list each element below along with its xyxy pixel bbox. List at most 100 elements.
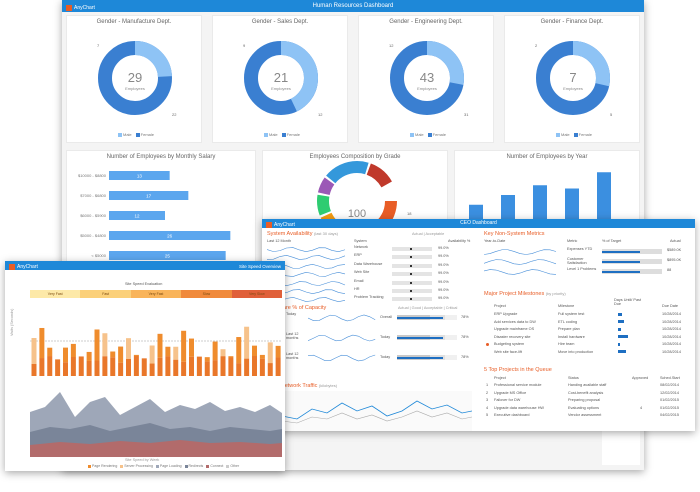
ms-project: Disaster recovery site bbox=[494, 334, 531, 339]
q-status: Handing available staff bbox=[568, 383, 607, 387]
milestones-title: Major Project Milestones bbox=[484, 291, 545, 297]
female-swatch bbox=[281, 132, 286, 137]
donut-title: Gender - Engineering Dept. bbox=[389, 19, 463, 25]
site-bar-upper bbox=[126, 338, 131, 360]
donut-legend: Male Female bbox=[359, 132, 493, 137]
salary-category-label: $6000 - $5900 bbox=[80, 213, 107, 218]
site-bar-lower bbox=[259, 358, 265, 376]
male-value-label: 7 bbox=[97, 43, 100, 48]
site-bar-lower bbox=[94, 360, 100, 376]
q-rank: 5 bbox=[486, 413, 489, 417]
kns-target-bar bbox=[602, 249, 662, 254]
salary-chart-card: Number of Employees by Monthly Salary $1… bbox=[66, 150, 256, 275]
availability-bar bbox=[392, 297, 432, 302]
site-bar-lower bbox=[181, 361, 187, 376]
donut-sub: Employees bbox=[271, 86, 291, 91]
ms-days-bar bbox=[618, 312, 622, 316]
availability-value: 99.0% bbox=[438, 296, 449, 301]
q-start: 04/02/2015 bbox=[660, 413, 680, 417]
donut-title: Gender - Sales Dept. bbox=[251, 19, 309, 25]
queue-title: 5 Top Projects in the Queue bbox=[484, 367, 552, 373]
q-col-project: Project bbox=[494, 376, 506, 380]
kns-title: Key Non-System Metrics bbox=[484, 231, 545, 237]
hw-sparkline bbox=[308, 354, 376, 362]
grade-arc bbox=[317, 161, 397, 221]
kns-col-target: % of Target bbox=[602, 239, 622, 243]
hw-value: 78% bbox=[461, 315, 469, 319]
system-name: Data Warehouse bbox=[354, 261, 383, 266]
availability-bar-fill bbox=[410, 264, 412, 267]
ms-days-bar bbox=[618, 335, 628, 338]
donut-card: Gender - Finance Dept. 7 Employees 2 5 Male Fe… bbox=[504, 15, 640, 143]
male-value-label: 9 bbox=[243, 43, 246, 48]
site-bar-upper bbox=[102, 333, 108, 357]
hw-capacity-bar bbox=[397, 355, 457, 360]
speed-band: Very Fast bbox=[130, 290, 182, 298]
q-project: Executive dashboard bbox=[494, 413, 530, 417]
salary-bar bbox=[109, 231, 231, 240]
availability-bar-fill bbox=[410, 256, 412, 259]
female-value-label: 12 bbox=[318, 112, 323, 117]
ms-milestone: Install hardware bbox=[558, 334, 585, 339]
site-legend-swatch bbox=[184, 464, 188, 468]
salary-value-label: 25 bbox=[165, 254, 171, 259]
traffic-header: Daily Network Traffic (kilobytes) bbox=[267, 383, 337, 389]
system-name: HR bbox=[354, 287, 360, 291]
hw-capacity-bar bbox=[397, 335, 457, 340]
priority-dot bbox=[486, 342, 489, 346]
traffic-line-chart bbox=[267, 391, 472, 431]
legend-male: Male bbox=[122, 132, 132, 137]
speed-band: Slow bbox=[181, 290, 232, 298]
donut-card: Gender - Engineering Dept. 43 Employees 12 3… bbox=[358, 15, 494, 143]
salary-bar bbox=[109, 191, 189, 200]
donut-sub: Employees bbox=[417, 86, 437, 91]
availability-bar-fill bbox=[410, 281, 412, 284]
site-bar-upper bbox=[86, 351, 92, 361]
ms-milestone: Full system test bbox=[558, 312, 585, 316]
male-value-label: 2 bbox=[535, 43, 538, 48]
kns-target-fill bbox=[602, 260, 640, 263]
availability-title: System Availability bbox=[267, 231, 313, 237]
site-bar-upper bbox=[252, 345, 257, 357]
female-swatch bbox=[573, 132, 578, 137]
q-status: Evaluating options bbox=[568, 405, 600, 410]
site-bar-lower bbox=[141, 358, 147, 376]
site-legend-label: Server Processing bbox=[124, 464, 153, 468]
site-bar-lower bbox=[31, 364, 37, 376]
site-legend-label: Page Loading bbox=[159, 464, 182, 468]
site-bar-lower bbox=[70, 356, 76, 376]
ms-col-due: Due Date bbox=[662, 304, 679, 308]
kns-sparkline bbox=[484, 259, 557, 265]
y-label-visits: Visits (Seconds) bbox=[10, 308, 14, 336]
site-legend-swatch bbox=[226, 464, 230, 468]
male-slice bbox=[390, 41, 464, 115]
salary-category-label: < $5000 bbox=[91, 253, 106, 258]
availability-header: System Availability (last 30 days) bbox=[267, 231, 338, 237]
system-col-header: System bbox=[354, 239, 367, 243]
site-bar-lower bbox=[55, 359, 61, 376]
site-bar-upper bbox=[39, 327, 45, 359]
availability-subtitle: (last 30 days) bbox=[313, 231, 338, 236]
system-name: Email bbox=[354, 278, 364, 283]
site-bar-upper bbox=[204, 357, 210, 362]
site-titlebar: AnyChart Site Speed Overview bbox=[5, 261, 285, 270]
site-bar-upper bbox=[63, 347, 68, 363]
site-bar-upper bbox=[94, 329, 100, 361]
q-project: Upgrade data warehouse HW bbox=[494, 405, 545, 410]
grade-chart-card: Employees Composition by Grade 100 18 bbox=[262, 150, 448, 221]
q-status: Preparing proposal bbox=[568, 398, 601, 402]
salary-category-label: $7000 - $6800 bbox=[80, 193, 107, 198]
q-project: Upgrade MS Office bbox=[494, 390, 527, 395]
ms-milestone: Hire team bbox=[558, 342, 575, 346]
hw-value: 78% bbox=[461, 335, 469, 339]
salary-bar bbox=[109, 211, 165, 220]
availability-bar bbox=[392, 255, 432, 260]
donut-sub: Employees bbox=[125, 86, 145, 91]
milestones-subtitle: (by priority) bbox=[545, 291, 566, 296]
availability-bar bbox=[392, 280, 432, 285]
salary-value-label: 26 bbox=[167, 234, 173, 239]
ms-days-bar bbox=[618, 350, 626, 353]
q-start: 12/02/2014 bbox=[660, 390, 680, 395]
availability-bar-fill bbox=[410, 290, 412, 292]
site-bar-upper bbox=[165, 346, 171, 357]
